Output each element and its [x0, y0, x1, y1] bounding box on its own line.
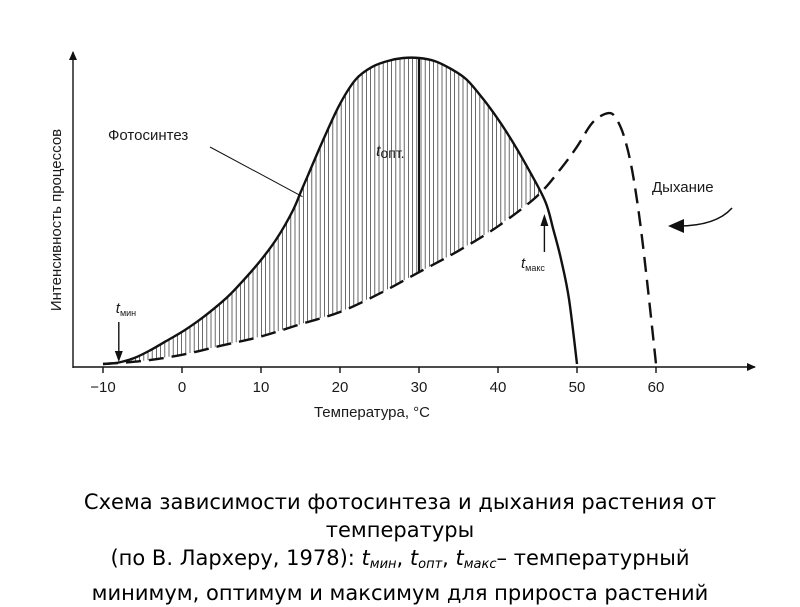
caption-line-2: температуры	[325, 518, 475, 542]
t-min-label: tмин	[116, 300, 136, 318]
t-max-arrowhead	[540, 214, 549, 226]
caption-t-min: tмин	[361, 546, 397, 572]
y-axis-label: Интенсивность процессов	[48, 129, 65, 311]
t-opt-sub: опт.	[380, 145, 404, 161]
series-line-respiration	[102, 111, 658, 366]
caption-description: – температурный	[496, 546, 690, 570]
hatched-area	[126, 58, 539, 363]
respiration-arrowhead	[668, 219, 684, 233]
figure-caption: Схема зависимости фотосинтеза и дыхания …	[10, 488, 790, 607]
caption-source: (по В. Лархеру, 1978):	[110, 546, 362, 570]
t-min-arrowhead	[114, 351, 123, 362]
caption-line-1: Схема зависимости фотосинтеза и дыхания …	[83, 490, 717, 514]
respiration-label: Дыхание	[652, 179, 714, 196]
x-axis-label: Температура, °С	[314, 404, 430, 421]
x-tick-label: 50	[569, 379, 586, 396]
photosynthesis-pointer	[209, 146, 303, 198]
t-opt-base: t	[376, 143, 381, 160]
t-max-sub: макс	[525, 263, 545, 273]
series-line-photosynthesis	[102, 56, 579, 366]
t-max-base: t	[521, 255, 526, 272]
t-min-sub: мин	[120, 308, 136, 318]
caption-t-opt: tопт	[409, 546, 443, 572]
respiration-pointer	[677, 207, 733, 227]
x-tick-label: 30	[411, 379, 428, 396]
x-ticks: −10 0 10 20 30 40 50 60	[90, 367, 664, 396]
x-tick-label: 0	[178, 379, 186, 396]
axes: Температура, °С Интенсивность процессов	[48, 51, 756, 421]
caption-line-3: (по В. Лархеру, 1978): tмин, tопт, tмакс…	[110, 546, 690, 572]
caption-line-4: минимум, оптимум и максимум для прироста…	[91, 581, 709, 605]
caption-t-max: tмакс	[455, 546, 497, 572]
x-tick-label: 20	[332, 379, 349, 396]
series-group	[102, 56, 658, 366]
t-max-label: tмакс	[521, 255, 545, 273]
x-tick-label: 40	[490, 379, 507, 396]
x-tick-label: 60	[648, 379, 665, 396]
t-opt-label: tопт.	[376, 143, 405, 161]
x-tick-label: −10	[90, 379, 115, 396]
x-tick-label: 10	[253, 379, 270, 396]
temperature-process-chart: Температура, °С Интенсивность процессов −…	[48, 51, 756, 421]
photosynthesis-label: Фотосинтез	[108, 127, 188, 144]
t-min-base: t	[116, 300, 121, 317]
